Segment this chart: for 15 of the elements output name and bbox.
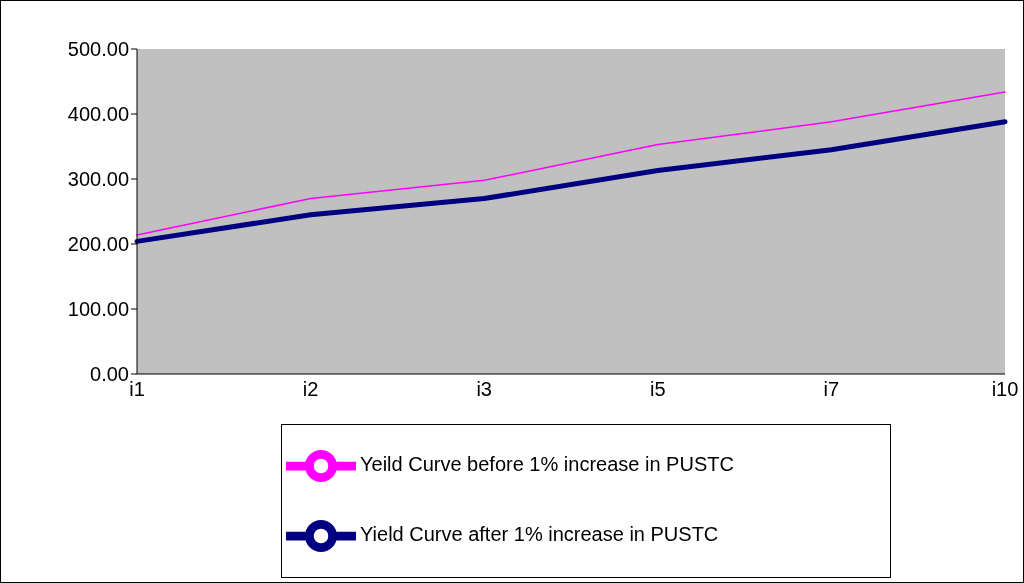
legend-label: Yeild Curve before 1% increase in PUSTC xyxy=(360,453,734,476)
y-tick-label: 100.00 xyxy=(67,298,129,321)
y-tick-label: 200.00 xyxy=(67,233,129,256)
x-tick-label: i5 xyxy=(650,378,666,401)
y-tick-label: 300.00 xyxy=(67,168,129,191)
x-tick-label: i10 xyxy=(991,378,1019,401)
x-tick-label: i7 xyxy=(823,378,840,401)
x-tick-label: i1 xyxy=(129,378,145,401)
y-tick-label: 400.00 xyxy=(67,103,129,126)
x-tick-label: i2 xyxy=(302,378,319,401)
x-tick-label: i3 xyxy=(476,378,492,401)
line-series xyxy=(136,91,1006,236)
legend-label: Yield Curve after 1% increase in PUSTC xyxy=(360,523,719,546)
y-tick-label: 500.00 xyxy=(67,38,129,61)
y-tick-label: 0.00 xyxy=(90,363,129,386)
